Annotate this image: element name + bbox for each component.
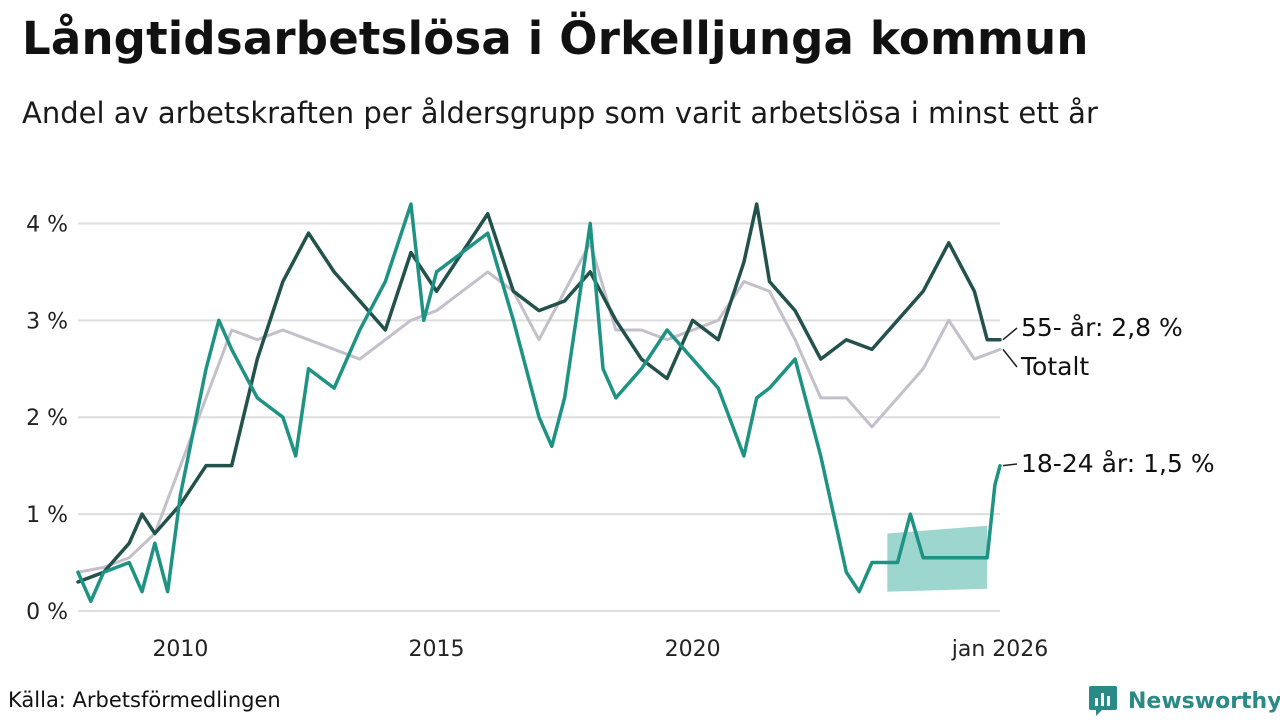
- x-tick-label: 2015: [409, 637, 465, 662]
- newsworthy-logo-icon: [1089, 686, 1117, 716]
- x-tick-label: jan 2026: [951, 637, 1049, 662]
- end-label-leader: [1002, 463, 1018, 467]
- y-tick-label: 2 %: [26, 406, 68, 431]
- end-label-leader: [1002, 348, 1018, 368]
- end-label-leader: [1002, 327, 1018, 341]
- series-line-18-24-ar: [76, 202, 1002, 604]
- series-end-label: 18-24 år: 1,5 %: [1021, 449, 1215, 478]
- y-tick-label: 1 %: [26, 503, 68, 528]
- x-tick-label: 2020: [665, 637, 721, 662]
- y-tick-label: 0 %: [26, 600, 68, 625]
- chart-title: Långtidsarbetslösa i Örkelljunga kommun: [22, 12, 1089, 65]
- y-tick-label: 3 %: [26, 309, 68, 334]
- brand-name: Newsworthy: [1128, 688, 1280, 714]
- series-end-label: 55- år: 2,8 %: [1021, 313, 1183, 342]
- y-tick-label: 4 %: [26, 212, 68, 237]
- series-end-label: Totalt: [1020, 352, 1089, 381]
- series-line-55-ar: [76, 202, 1002, 584]
- x-tick-label: 2010: [152, 637, 208, 662]
- chart-subtitle: Andel av arbetskraften per åldersgrupp s…: [22, 96, 1098, 130]
- brand-logo[interactable]: Newsworthy: [1088, 684, 1280, 718]
- source-note: Källa: Arbetsförmedlingen: [8, 688, 281, 712]
- series-line-totalt: [76, 241, 1002, 574]
